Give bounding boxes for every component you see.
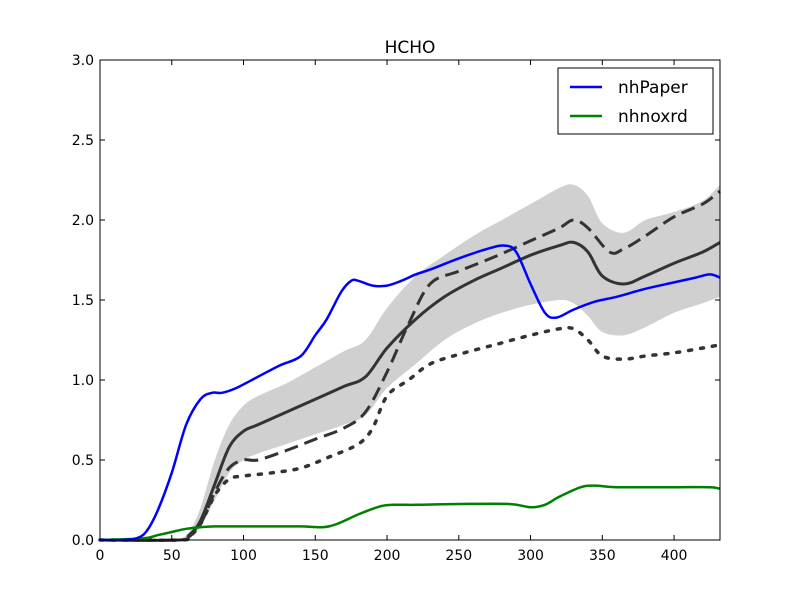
y-tick-label: 2.5 <box>72 133 94 149</box>
series-line-ensemble-dotted <box>98 325 722 542</box>
x-tick-label: 50 <box>163 548 181 564</box>
series-line-nhnoxrd <box>99 484 721 542</box>
tick-layer: 0 50 100 150 200 250 300 350 400 0.0 0.5 1.0 1.5 2.0 2… <box>72 53 720 564</box>
y-tick-label: 1.5 <box>72 293 94 309</box>
x-tick-label: 100 <box>230 548 257 564</box>
series-line-ensemble-dashed <box>99 189 721 542</box>
confidence-band <box>178 184 720 541</box>
confidence-band-layer <box>178 184 720 541</box>
legend: nhPaper nhnoxrd <box>557 67 714 135</box>
y-tick-label: 3.0 <box>72 53 94 69</box>
x-tick-label: 350 <box>589 548 616 564</box>
series-layer <box>98 189 722 542</box>
legend-label-nhpaper: nhPaper <box>618 78 688 98</box>
y-tick-label: 0.5 <box>72 453 94 469</box>
x-tick-label: 200 <box>374 548 401 564</box>
legend-box <box>557 67 714 135</box>
y-tick-label: 0.0 <box>72 533 94 549</box>
series-line-nhpaper <box>99 244 721 542</box>
x-tick-label: 250 <box>445 548 472 564</box>
x-tick-label: 400 <box>661 548 688 564</box>
y-tick-label: 1.0 <box>72 373 94 389</box>
legend-label-nhnoxrd: nhnoxrd <box>618 107 688 127</box>
y-tick-label: 2.0 <box>72 213 94 229</box>
x-tick-label: 300 <box>517 548 544 564</box>
x-tick-label: 0 <box>96 548 105 564</box>
series-line-ensemble-mean <box>99 240 721 542</box>
chart-title: HCHO <box>385 38 436 58</box>
x-tick-label: 150 <box>302 548 329 564</box>
